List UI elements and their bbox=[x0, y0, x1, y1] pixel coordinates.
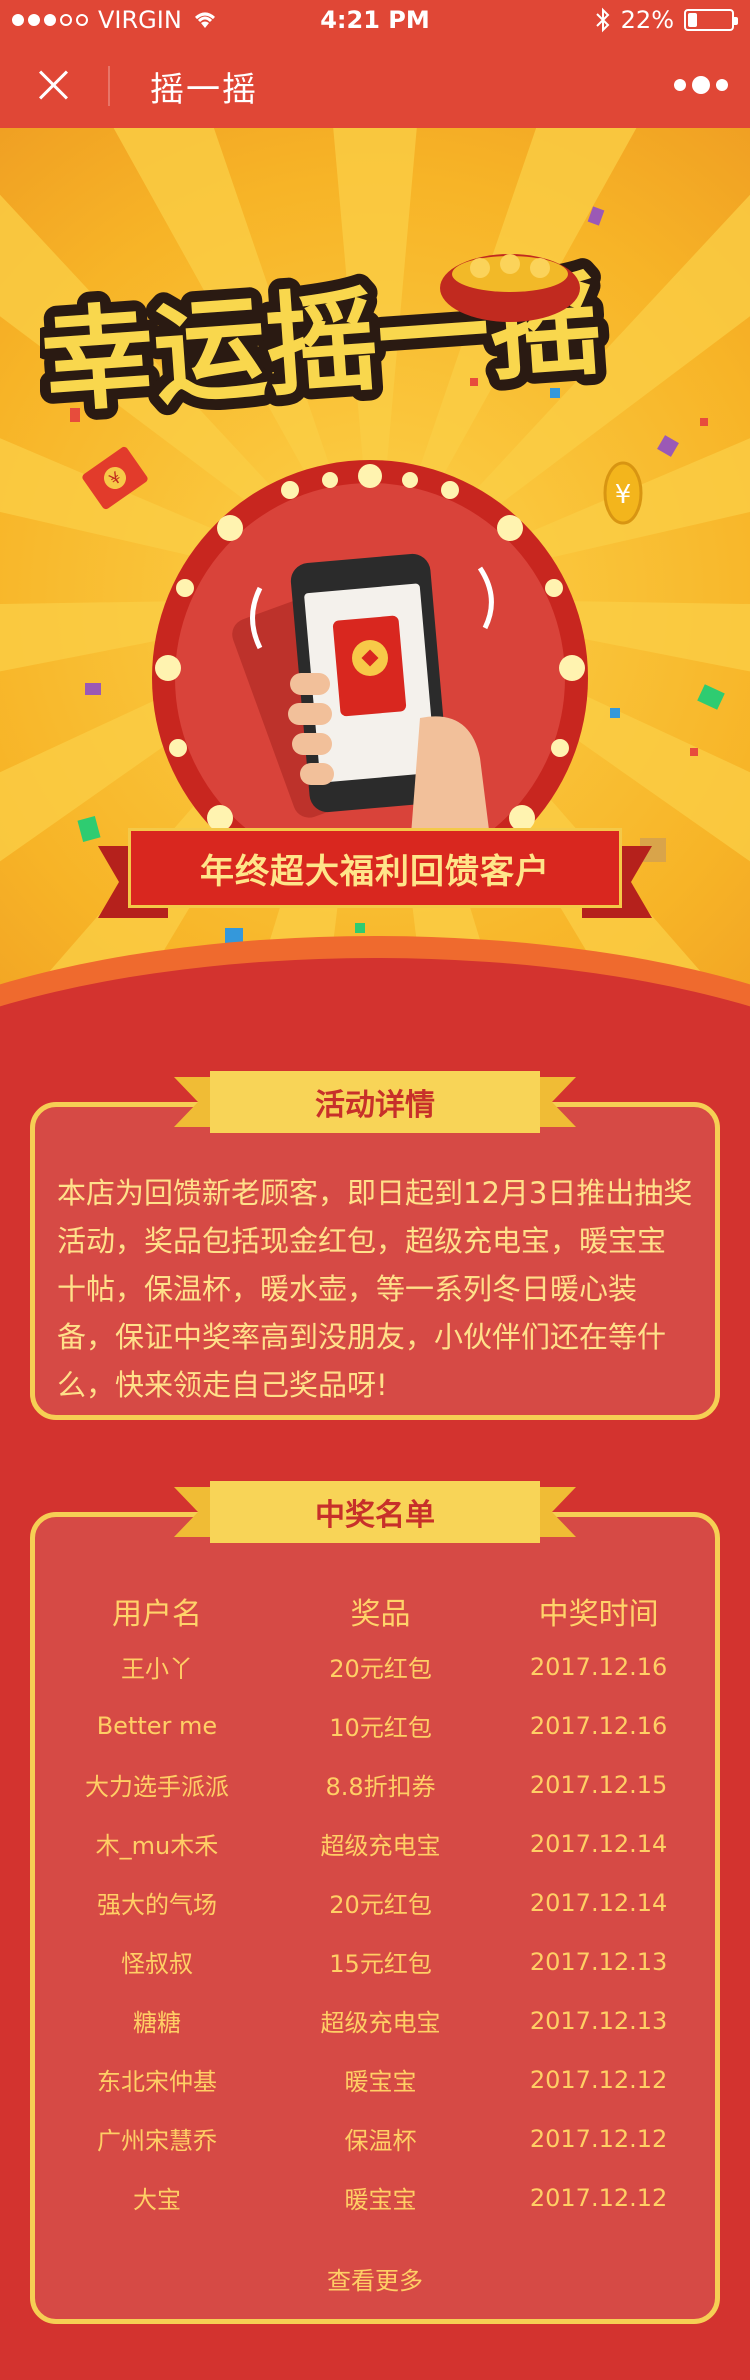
hero-banner: 幸运摇一摇 幸运摇一摇 ¥ ¥ bbox=[0, 128, 750, 1068]
row-username: 东北宋仲基 bbox=[96, 2068, 217, 2096]
table-row: 王小丫 20元红包 2017.12.16 bbox=[35, 1637, 715, 1696]
row-time: 2017.12.16 bbox=[529, 1652, 668, 1681]
battery-icon bbox=[684, 9, 738, 31]
treasure-pot-icon bbox=[440, 254, 580, 322]
table-row: 怪叔叔 15元红包 2017.12.13 bbox=[35, 1932, 715, 1991]
row-prize: 15元红包 bbox=[329, 1950, 432, 1978]
row-time: 2017.12.13 bbox=[529, 1947, 668, 1976]
row-username: 王小丫 bbox=[120, 1655, 193, 1683]
table-row: 木_mu木禾 超级充电宝 2017.12.14 bbox=[35, 1814, 715, 1873]
table-row: 东北宋仲基 暖宝宝 2017.12.12 bbox=[35, 2050, 715, 2109]
row-username: 怪叔叔 bbox=[120, 1950, 193, 1978]
row-username: 广州宋慧乔 bbox=[96, 2127, 217, 2155]
page-title: 摇一摇 bbox=[150, 70, 258, 110]
row-time: 2017.12.14 bbox=[529, 1888, 668, 1917]
row-prize: 超级充电宝 bbox=[320, 1832, 441, 1860]
column-header-time: 中奖时间 bbox=[538, 1597, 659, 1632]
table-row: Better me 10元红包 2017.12.16 bbox=[35, 1696, 715, 1755]
row-time: 2017.12.12 bbox=[529, 2124, 668, 2153]
nav-bar: 摇一摇 bbox=[0, 42, 750, 128]
row-time: 2017.12.16 bbox=[529, 1711, 668, 1740]
column-header-prize: 奖品 bbox=[350, 1597, 411, 1632]
activity-details-card: 活动详情 本店为回馈新老顾客，即日起到12月3日推出抽奖活动，奖品包括现金红包，… bbox=[30, 1071, 720, 1420]
activity-description: 本店为回馈新老顾客，即日起到12月3日推出抽奖活动，奖品包括现金红包，超级充电宝… bbox=[57, 1176, 693, 1402]
status-right: 22% bbox=[595, 6, 738, 34]
row-time: 2017.12.12 bbox=[529, 2065, 668, 2094]
column-header-username: 用户名 bbox=[111, 1597, 202, 1632]
winners-header: 中奖名单 bbox=[174, 1481, 576, 1543]
row-prize: 8.8折扣券 bbox=[325, 1773, 436, 1801]
close-button[interactable] bbox=[30, 62, 76, 108]
red-packet-icon: ¥ bbox=[82, 446, 148, 510]
shake-phone-illustration[interactable] bbox=[150, 458, 590, 898]
row-username: Better me bbox=[96, 1711, 218, 1740]
wifi-icon bbox=[194, 12, 215, 28]
table-row: 大力选手派派 8.8折扣券 2017.12.15 bbox=[35, 1755, 715, 1814]
carrier-name: VIRGIN bbox=[98, 6, 182, 34]
row-time: 2017.12.13 bbox=[529, 2006, 668, 2035]
hero-title-art: 幸运摇一摇 幸运摇一摇 bbox=[40, 249, 617, 428]
gold-coin-icon: ¥ bbox=[603, 461, 643, 525]
row-prize: 20元红包 bbox=[329, 1891, 432, 1919]
row-prize: 暖宝宝 bbox=[344, 2068, 417, 2096]
row-username: 大力选手派派 bbox=[84, 1773, 229, 1801]
status-bar: VIRGIN 4:21 PM 22% bbox=[0, 0, 750, 42]
winners-title: 中奖名单 bbox=[210, 1481, 540, 1543]
row-time: 2017.12.14 bbox=[529, 1829, 668, 1858]
battery-percent: 22% bbox=[620, 6, 674, 34]
table-row: 强大的气场 20元红包 2017.12.14 bbox=[35, 1873, 715, 1932]
winners-card: 中奖名单 用户名 奖品 中奖时间 王小丫 20元红包 2017.12.16 Bett… bbox=[30, 1481, 720, 2324]
clock: 4:21 PM bbox=[320, 6, 430, 34]
see-more-link[interactable]: 查看更多 bbox=[327, 2267, 423, 2295]
row-username: 糖糖 bbox=[132, 2009, 181, 2037]
signal-strength-icon bbox=[12, 14, 88, 26]
more-options-button[interactable] bbox=[674, 72, 728, 98]
table-row: 大宝 暖宝宝 2017.12.12 bbox=[35, 2168, 715, 2227]
status-left: VIRGIN bbox=[12, 6, 218, 34]
svg-text:¥: ¥ bbox=[615, 480, 632, 510]
row-username: 大宝 bbox=[132, 2186, 181, 2214]
row-prize: 10元红包 bbox=[329, 1714, 432, 1742]
row-prize: 保温杯 bbox=[344, 2127, 417, 2155]
activity-details-title: 活动详情 bbox=[210, 1071, 540, 1133]
row-time: 2017.12.12 bbox=[529, 2183, 668, 2212]
table-row: 广州宋慧乔 保温杯 2017.12.12 bbox=[35, 2109, 715, 2168]
row-prize: 暖宝宝 bbox=[344, 2186, 417, 2214]
hero-banner-text: 年终超大福利回馈客户 bbox=[128, 828, 622, 908]
winners-table-header: 用户名 奖品 中奖时间 bbox=[35, 1577, 715, 1637]
row-prize: 20元红包 bbox=[329, 1655, 432, 1683]
winners-table: 用户名 奖品 中奖时间 王小丫 20元红包 2017.12.16 Better me… bbox=[35, 1577, 715, 2227]
row-prize: 超级充电宝 bbox=[320, 2009, 441, 2037]
hero-ribbon-banner: 年终超大福利回馈客户 bbox=[98, 828, 652, 918]
activity-details-header: 活动详情 bbox=[174, 1071, 576, 1133]
table-row: 糖糖 超级充电宝 2017.12.13 bbox=[35, 1991, 715, 2050]
row-time: 2017.12.15 bbox=[529, 1770, 668, 1799]
row-username: 木_mu木禾 bbox=[95, 1832, 219, 1860]
nav-divider bbox=[108, 66, 110, 106]
row-username: 强大的气场 bbox=[96, 1891, 217, 1919]
bluetooth-icon bbox=[595, 7, 610, 33]
